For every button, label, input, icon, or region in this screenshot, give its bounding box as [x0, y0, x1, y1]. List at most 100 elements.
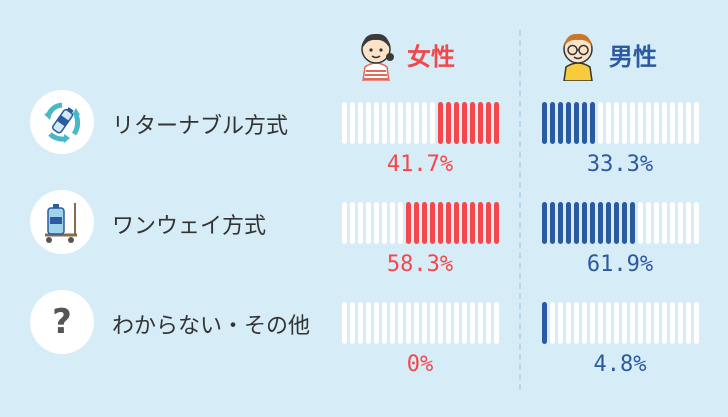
bar-segment-empty-0-2-9	[414, 302, 419, 344]
bar-segment-filled-0-1-15	[462, 202, 467, 244]
column-divider	[519, 30, 521, 390]
bar-segment-filled-1-1-0	[542, 202, 547, 244]
bar-segment-empty-1-2-14	[654, 302, 659, 344]
female-header: 女性	[355, 26, 455, 82]
bar-segment-empty-1-1-16	[670, 202, 675, 244]
bar-segment-filled-1-0-3	[566, 102, 571, 144]
bar-segment-empty-1-2-9	[614, 302, 619, 344]
bar-segment-filled-1-1-3	[566, 202, 571, 244]
bar-segment-filled-1-1-4	[574, 202, 579, 244]
value-label-male-one-way: 61.9%	[586, 252, 654, 277]
bar-segment-filled-1-1-9	[614, 202, 619, 244]
value-label-male-other: 4.8%	[593, 352, 647, 377]
bar-segment-filled-1-0-5	[582, 102, 587, 144]
bar-segment-filled-0-0-18	[486, 102, 491, 144]
bar-segment-filled-1-1-11	[630, 202, 635, 244]
bar-segment-empty-1-1-13	[646, 202, 651, 244]
bar-segment-empty-1-0-9	[614, 102, 619, 144]
row-label-other: わからない・その他	[112, 314, 311, 339]
bar-segment-empty-0-2-4	[374, 302, 379, 344]
bar-segment-filled-1-0-4	[574, 102, 579, 144]
bar-segment-empty-0-0-0	[342, 102, 347, 144]
bar-segment-empty-1-2-19	[694, 302, 699, 344]
bar-segment-empty-1-2-10	[622, 302, 627, 344]
bar-female-returnable	[342, 102, 499, 144]
bar-segment-empty-0-2-8	[406, 302, 411, 344]
bar-segment-empty-1-2-16	[670, 302, 675, 344]
bar-segment-empty-0-1-6	[390, 202, 395, 244]
bar-segment-filled-1-1-2	[558, 202, 563, 244]
bar-segment-empty-0-2-17	[478, 302, 483, 344]
row-label-returnable: リターナブル方式	[112, 114, 289, 139]
bar-segment-empty-0-2-2	[358, 302, 363, 344]
question-icon: ?	[30, 290, 94, 354]
bar-segment-filled-0-0-13	[446, 102, 451, 144]
bar-segment-empty-1-2-8	[606, 302, 611, 344]
bar-segment-empty-1-1-15	[662, 202, 667, 244]
bar-segment-empty-0-0-7	[398, 102, 403, 144]
bar-segment-empty-0-0-8	[406, 102, 411, 144]
bar-segment-filled-1-1-7	[598, 202, 603, 244]
bar-segment-empty-1-2-12	[638, 302, 643, 344]
bar-segment-empty-1-0-17	[678, 102, 683, 144]
bar-segment-empty-0-1-0	[342, 202, 347, 244]
row-label-one-way: ワンウェイ方式	[112, 214, 267, 239]
bar-segment-empty-0-2-16	[470, 302, 475, 344]
bar-segment-filled-0-1-11	[430, 202, 435, 244]
bar-segment-filled-0-1-16	[470, 202, 475, 244]
male-header: 男性	[557, 26, 657, 82]
male-label: 男性	[609, 42, 657, 71]
bar-segment-filled-1-2-0	[542, 302, 547, 344]
bar-segment-filled-0-0-16	[470, 102, 475, 144]
bar-segment-filled-1-0-6	[590, 102, 595, 144]
bar-segment-filled-1-1-5	[582, 202, 587, 244]
bar-segment-empty-1-0-13	[646, 102, 651, 144]
bar-segment-empty-1-2-11	[630, 302, 635, 344]
bar-segment-empty-0-0-11	[430, 102, 435, 144]
bar-segment-filled-0-0-12	[438, 102, 443, 144]
bar-segment-empty-0-2-1	[350, 302, 355, 344]
bar-segment-empty-1-0-16	[670, 102, 675, 144]
bar-segment-empty-0-2-15	[462, 302, 467, 344]
bar-segment-empty-1-1-19	[694, 202, 699, 244]
bar-segment-filled-0-1-13	[446, 202, 451, 244]
bar-segment-empty-0-2-18	[486, 302, 491, 344]
bar-segment-empty-1-2-1	[550, 302, 555, 344]
bar-segment-empty-0-1-2	[358, 202, 363, 244]
bar-segment-empty-0-0-6	[390, 102, 395, 144]
bar-segment-filled-1-0-1	[550, 102, 555, 144]
bar-segment-empty-0-0-2	[358, 102, 363, 144]
bar-segment-empty-0-2-3	[366, 302, 371, 344]
bar-segment-empty-0-0-1	[350, 102, 355, 144]
bar-segment-filled-0-1-9	[414, 202, 419, 244]
bar-segment-empty-0-1-1	[350, 202, 355, 244]
bar-segment-filled-0-1-8	[406, 202, 411, 244]
bar-segment-empty-0-0-9	[414, 102, 419, 144]
bar-male-returnable	[542, 102, 699, 144]
bar-segment-filled-0-1-14	[454, 202, 459, 244]
bar-female-other	[342, 302, 499, 344]
bar-segment-empty-1-2-4	[574, 302, 579, 344]
bar-female-one-way	[342, 202, 499, 244]
bar-segment-filled-0-1-17	[478, 202, 483, 244]
bar-segment-empty-1-2-2	[558, 302, 563, 344]
recycle-bottle-icon	[30, 90, 94, 154]
bar-segment-empty-1-1-17	[678, 202, 683, 244]
bar-segment-empty-1-0-11	[630, 102, 635, 144]
bar-segment-empty-0-2-10	[422, 302, 427, 344]
bar-segment-empty-1-0-19	[694, 102, 699, 144]
bar-segment-filled-1-1-1	[550, 202, 555, 244]
bar-segment-empty-0-0-4	[374, 102, 379, 144]
bar-segment-empty-1-2-13	[646, 302, 651, 344]
bar-segment-empty-1-0-7	[598, 102, 603, 144]
bar-segment-empty-1-2-17	[678, 302, 683, 344]
bar-segment-empty-0-2-6	[390, 302, 395, 344]
bar-segment-empty-1-0-8	[606, 102, 611, 144]
bar-male-other	[542, 302, 699, 344]
bar-segment-empty-1-1-18	[686, 202, 691, 244]
bar-segment-filled-0-1-10	[422, 202, 427, 244]
bar-segment-empty-0-2-5	[382, 302, 387, 344]
bar-segment-empty-1-2-5	[582, 302, 587, 344]
bar-segment-empty-0-1-5	[382, 202, 387, 244]
bar-segment-empty-0-1-4	[374, 202, 379, 244]
